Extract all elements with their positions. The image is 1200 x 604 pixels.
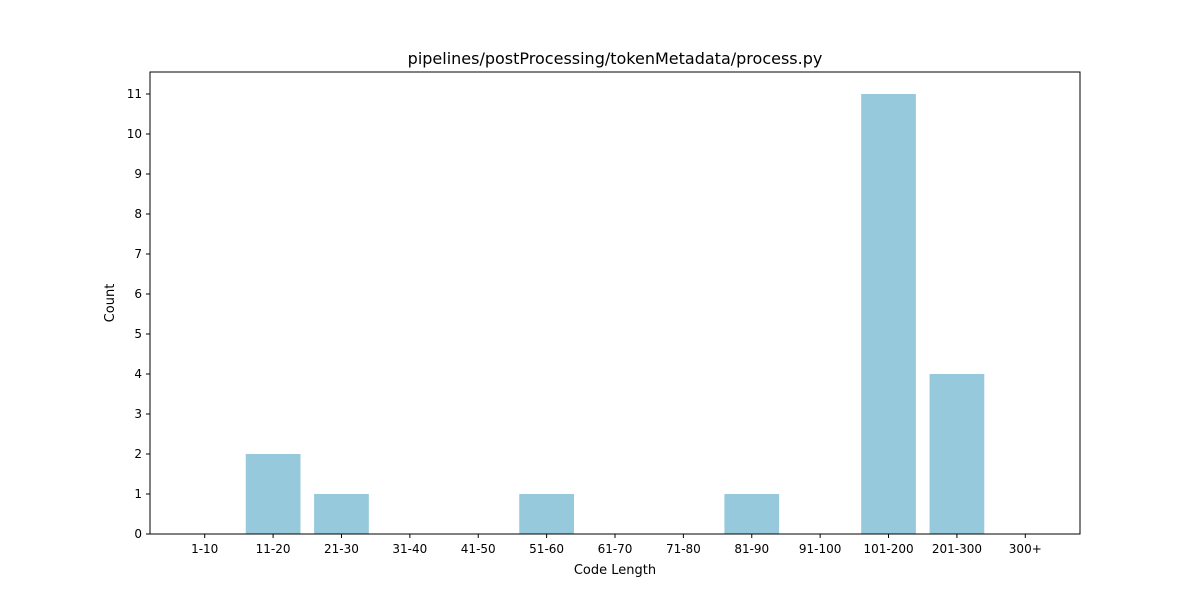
y-tick-label: 8: [134, 207, 142, 221]
x-axis: 1-10 11-20 21-30 31-40 41-50 51-60 61-70 71-80 8…: [191, 534, 1042, 556]
bars-layer: [245, 94, 985, 534]
y-tick-label: 1: [134, 487, 142, 501]
y-tick-label: 10: [127, 127, 142, 141]
x-tick-label: 41-50: [461, 542, 496, 556]
bar-101-200: [861, 94, 916, 534]
y-tick-label: 0: [134, 527, 142, 541]
y-tick-label: 7: [134, 247, 142, 261]
x-tick-label: 51-60: [529, 542, 564, 556]
y-tick-label: 9: [134, 167, 142, 181]
x-tick-label: 21-30: [324, 542, 359, 556]
x-tick-label: 300+: [1009, 542, 1042, 556]
bar-11-20: [245, 454, 301, 534]
y-tick-label: 2: [134, 447, 142, 461]
x-axis-label: Code Length: [574, 563, 656, 578]
x-tick-label: 71-80: [666, 542, 701, 556]
bar-81-90: [724, 494, 780, 534]
x-tick-label: 31-40: [392, 542, 427, 556]
bar-201-300: [929, 374, 985, 534]
y-tick-label: 5: [134, 327, 142, 341]
plot-frame: [149, 71, 1081, 535]
x-tick-label: 201-300: [932, 542, 982, 556]
x-tick-label: 81-90: [734, 542, 769, 556]
y-axis: 0 1 2 3 4 5 6 7 8 9 10 11: [127, 87, 150, 541]
x-tick-label: 61-70: [598, 542, 633, 556]
chart-title: pipelines/postProcessing/tokenMetadata/p…: [408, 49, 823, 68]
x-tick-label: 101-200: [863, 542, 913, 556]
y-tick-label: 11: [127, 87, 142, 101]
x-tick-label: 1-10: [191, 542, 218, 556]
y-axis-label: Count: [103, 284, 118, 323]
bar-51-60: [519, 494, 574, 534]
x-tick-label: 91-100: [799, 542, 842, 556]
y-tick-label: 3: [134, 407, 142, 421]
y-tick-label: 6: [134, 287, 142, 301]
x-tick-label: 11-20: [256, 542, 291, 556]
y-tick-label: 4: [134, 367, 142, 381]
bar-21-30: [314, 494, 369, 534]
